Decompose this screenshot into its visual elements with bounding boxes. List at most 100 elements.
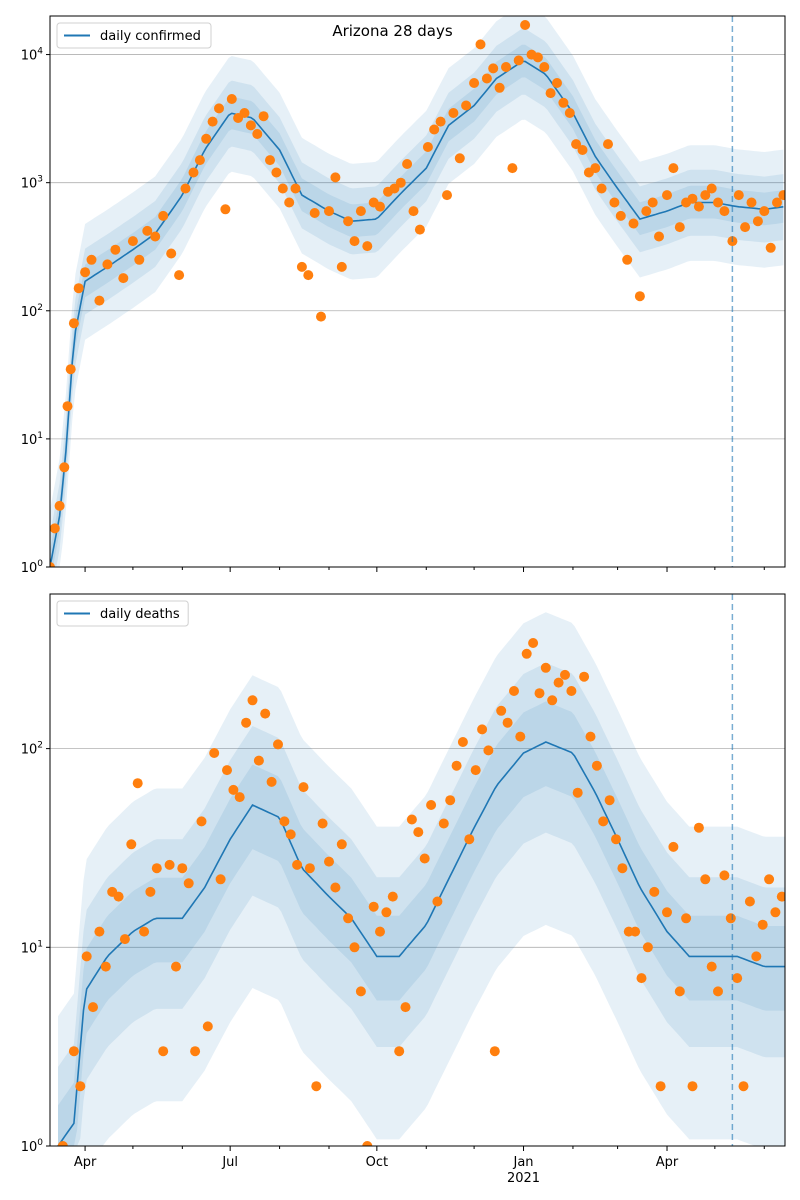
data-point [50,523,60,534]
confidence-band [58,662,785,1146]
legend-box [56,22,212,49]
x-tick-label: Apr [74,1155,97,1170]
data-point [772,197,782,208]
data-point [413,827,424,838]
data-point [402,159,413,169]
data-point [127,236,138,247]
data-point [209,748,220,758]
data-point [528,638,539,648]
data-point [336,261,347,272]
data-point [196,816,207,827]
data-point [88,1002,98,1013]
data-point [228,784,239,795]
data-point [355,206,366,217]
data-point [547,695,558,706]
data-point [520,20,531,30]
data-point [706,183,717,194]
data-point [564,108,575,118]
data-point [733,190,744,201]
data-point [765,242,776,253]
data-point [188,167,199,178]
data-point [311,1081,322,1092]
data-point [215,874,226,885]
data-point [674,986,685,997]
data-point [502,717,513,728]
data-point [134,254,145,265]
data-point [309,208,320,218]
legend-box [56,600,189,627]
data-point [713,197,723,208]
data-point [693,201,704,212]
data-point [532,52,543,63]
data-point [662,907,672,918]
data-point [596,183,607,194]
data-point [552,78,562,88]
y-tick-label: 100 [21,1138,44,1155]
data-point [464,834,475,845]
y-tick-label: 102 [21,303,43,320]
data-point [214,103,224,114]
data-point [349,942,360,953]
data-point [94,295,105,306]
data-point [740,222,751,233]
data-point [759,206,770,217]
data-point [201,133,212,144]
data-point [752,216,763,227]
y-tick-label: 104 [21,47,44,64]
data-point [509,686,519,696]
data-point [57,1141,68,1146]
confirmed-panel: 100 101 102 103 104 Arizona 28 days daily conf… [21,15,786,576]
data-point [617,863,628,874]
confidence-band [50,28,784,567]
data-point [438,818,449,829]
data-point [194,155,205,166]
data-point [700,874,711,885]
data-point [539,62,550,72]
data-point [668,163,679,174]
data-point [406,814,417,825]
data-point [636,973,647,984]
data-point [150,231,161,242]
data-point [118,273,129,284]
data-point [426,800,437,810]
y-tick-label: 103 [21,175,43,192]
data-point [746,197,757,208]
data-point [375,201,385,212]
data-point [419,853,430,864]
data-point [355,986,366,997]
x-tick-year-label: 2021 [507,1171,540,1186]
data-point [566,686,577,696]
data-point [260,708,271,719]
data-point [151,863,162,874]
data-point [54,500,65,511]
data-point [389,183,400,194]
data-point [545,88,556,99]
data-point [483,745,494,756]
y-tick-label: 102 [21,741,43,758]
data-point [628,218,639,229]
data-point [725,913,736,924]
data-point [489,1046,500,1057]
data-point [395,177,406,188]
data-point [400,1002,411,1013]
data-point [475,39,486,50]
data-point [336,839,347,850]
data-point [247,695,258,706]
data-point [448,108,459,118]
data-point [454,153,465,164]
data-point [442,190,452,201]
y-tick-label: 101 [21,431,43,448]
data-point [560,669,570,680]
x-tick-label: Jan [513,1155,534,1170]
data-point [100,961,111,972]
data-point [65,364,76,375]
data-point [62,401,73,412]
data-point [501,62,511,72]
data-point [630,926,641,937]
data-point [241,717,252,728]
data-point [253,755,264,766]
data-point [279,816,290,827]
data-point [571,139,582,150]
